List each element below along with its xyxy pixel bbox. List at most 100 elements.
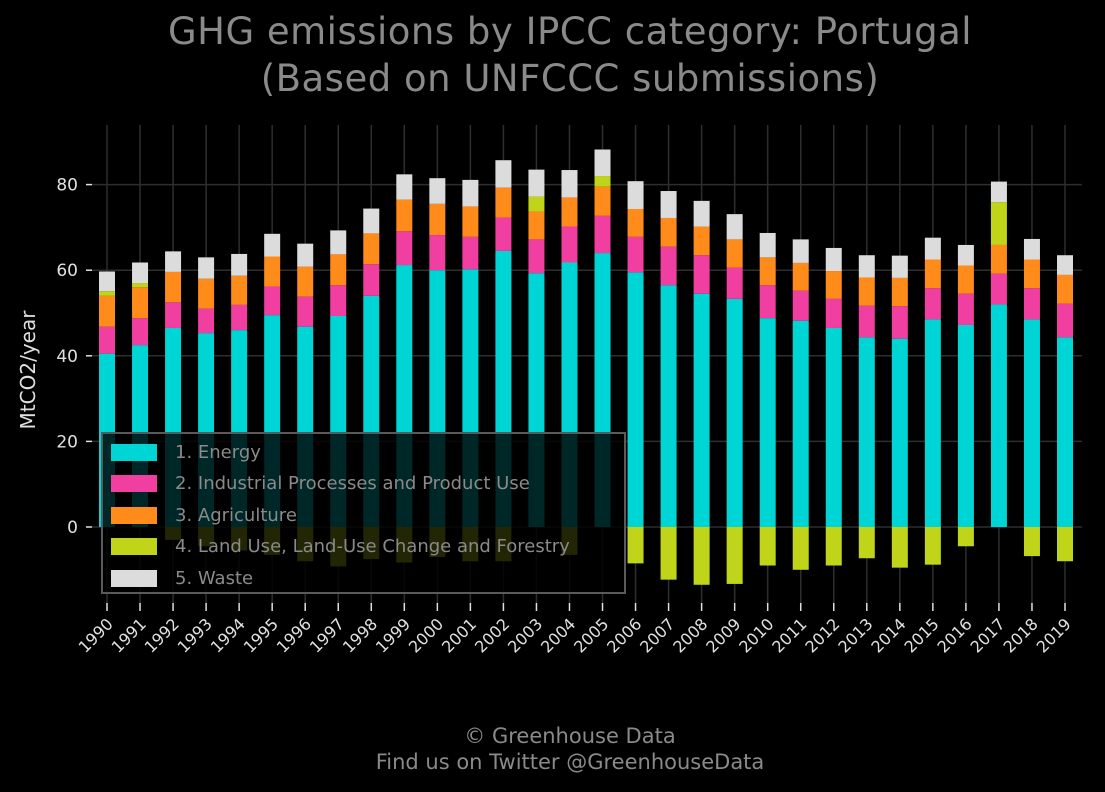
bar-segment-2014-series-2 (891, 306, 908, 339)
y-tick-label: 40 (56, 347, 78, 367)
bar-segment-2013-series-4 (858, 527, 875, 559)
bar-segment-2017-series-4 (990, 202, 1007, 245)
x-tick-label: 2004 (537, 614, 579, 656)
x-tick-label: 2013 (834, 614, 876, 656)
x-tick-label: 1993 (174, 614, 216, 656)
bar-segment-2002-series-2 (495, 217, 512, 251)
bar-segment-2016-series-2 (957, 293, 974, 325)
bar-segment-1998-series-5 (363, 208, 380, 234)
bar-segment-2015-series-4 (924, 527, 941, 565)
x-tick-label: 1995 (240, 614, 282, 656)
bar-segment-2010-series-2 (759, 285, 776, 319)
bar-segment-2009-series-3 (726, 239, 743, 268)
legend: 1. Energy 2. Industrial Processes and Pro… (101, 432, 626, 594)
x-tick-label: 1997 (306, 614, 348, 656)
bar-segment-2000-series-2 (429, 235, 446, 271)
x-tick-label: 1990 (75, 614, 117, 656)
bar-segment-2019-series-5 (1057, 255, 1073, 275)
x-tick-label: 2002 (471, 614, 513, 656)
bar-segment-2000-series-3 (429, 203, 446, 236)
legend-swatch (111, 443, 157, 461)
legend-item: 2. Industrial Processes and Product Use (111, 472, 530, 496)
bar-segment-2004-series-5 (561, 170, 578, 198)
bar-segment-2006-series-4 (627, 527, 644, 564)
bar-segment-2005-series-3 (594, 186, 611, 216)
bar-segment-2017-series-3 (990, 244, 1007, 274)
bar-segment-2016-series-3 (957, 265, 974, 294)
bar-segment-1999-series-3 (396, 199, 413, 232)
bar-segment-2012-series-3 (825, 271, 842, 299)
bar-segment-2012-series-1 (825, 327, 842, 527)
bar-segment-1995-series-2 (264, 286, 281, 316)
bar-segment-2011-series-1 (792, 320, 809, 527)
bar-segment-1995-series-3 (264, 256, 281, 287)
bar-segment-2001-series-5 (462, 179, 479, 207)
bar-segment-2007-series-1 (660, 285, 677, 527)
bar-segment-1997-series-2 (330, 285, 347, 316)
bar-segment-1993-series-3 (198, 278, 215, 309)
x-tick-label: 2003 (504, 614, 546, 656)
bar-segment-1997-series-5 (330, 230, 347, 255)
bar-segment-1991-series-3 (132, 287, 149, 319)
legend-swatch (111, 538, 157, 556)
bar-segment-2007-series-4 (660, 527, 677, 580)
legend-label: 1. Energy (175, 441, 261, 463)
bar-segment-2019-series-4 (1057, 527, 1073, 562)
bar-segment-2011-series-4 (792, 527, 809, 570)
bar-segment-1998-series-2 (363, 264, 380, 296)
bar-segment-2018-series-1 (1023, 319, 1040, 527)
x-tick-label: 2000 (405, 614, 447, 656)
bar-segment-2002-series-3 (495, 187, 512, 218)
footer-twitter[interactable]: Find us on Twitter @GreenhouseData (375, 750, 765, 774)
legend-swatch (111, 506, 157, 524)
bar-segment-2018-series-4 (1023, 527, 1040, 557)
bar-segment-2013-series-5 (858, 255, 875, 278)
bar-segment-1994-series-2 (231, 304, 248, 331)
bar-segment-1994-series-5 (231, 253, 248, 276)
x-tick-label: 2018 (1000, 614, 1042, 656)
bar-segment-1995-series-5 (264, 233, 281, 257)
bar-segment-2015-series-2 (924, 288, 941, 320)
bar-segment-2015-series-5 (924, 237, 941, 260)
bar-segment-2014-series-5 (891, 255, 908, 278)
bar-segment-2014-series-4 (891, 527, 908, 568)
x-tick-label: 2007 (636, 614, 678, 656)
bar-segment-2009-series-5 (726, 214, 743, 240)
legend-swatch (111, 569, 157, 587)
bar-segment-2018-series-3 (1023, 259, 1040, 289)
x-tick-label: 2010 (735, 614, 777, 656)
legend-item: 3. Agriculture (111, 503, 297, 527)
legend-label: 3. Agriculture (175, 504, 297, 526)
bar-segment-2016-series-4 (957, 527, 974, 547)
bar-segment-2017-series-2 (990, 273, 1007, 305)
x-tick-label: 1994 (207, 614, 249, 656)
x-tick-label: 2019 (1033, 614, 1075, 656)
x-tick-label: 1992 (141, 614, 183, 656)
y-tick-label: 0 (67, 518, 78, 538)
bar-segment-2008-series-1 (693, 293, 710, 527)
bar-segment-2006-series-1 (627, 272, 644, 527)
legend-label: 2. Industrial Processes and Product Use (175, 473, 530, 495)
legend-item: 5. Waste (111, 566, 253, 590)
x-tick-label: 2017 (967, 614, 1009, 656)
chart-subtitle: (Based on UNFCCC submissions) (260, 57, 880, 100)
bar-segment-2010-series-5 (759, 232, 776, 258)
x-tick-label: 1991 (108, 614, 150, 656)
bar-segment-2012-series-5 (825, 247, 842, 272)
bar-segment-2010-series-4 (759, 527, 776, 566)
x-tick-label: 2011 (768, 614, 810, 656)
bar-segment-2007-series-5 (660, 191, 677, 218)
bar-segment-2008-series-4 (693, 527, 710, 585)
bar-segment-2018-series-2 (1023, 288, 1040, 320)
bar-segment-1990-series-4 (99, 291, 115, 296)
bar-segment-1991-series-4 (132, 283, 149, 288)
bar-segment-2001-series-3 (462, 206, 479, 237)
bar-segment-2003-series-4 (528, 196, 545, 212)
bar-segment-2003-series-3 (528, 211, 545, 240)
y-tick-label: 20 (56, 432, 78, 452)
bar-segment-2003-series-2 (528, 239, 545, 274)
x-tick-label: 2009 (702, 614, 744, 656)
bar-segment-2019-series-1 (1057, 337, 1073, 527)
bar-segment-1996-series-3 (297, 266, 314, 297)
